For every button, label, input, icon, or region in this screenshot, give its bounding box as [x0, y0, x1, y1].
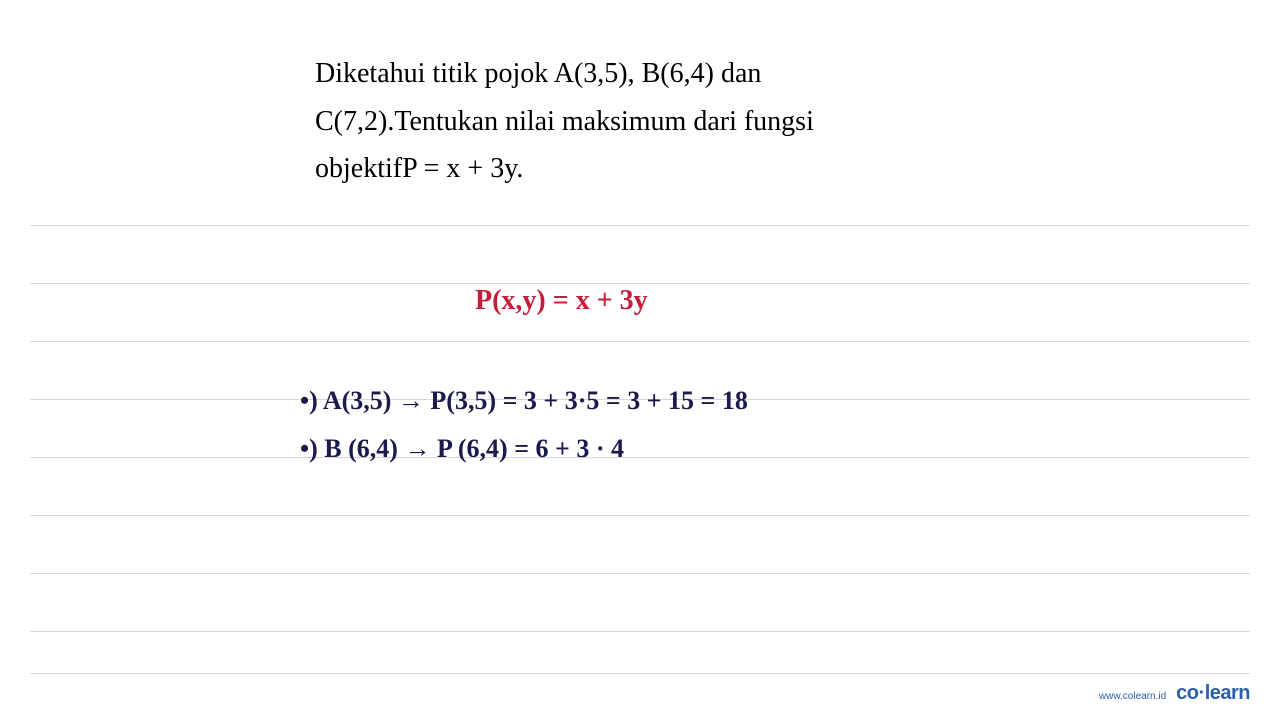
question-line-3: objektifP = x + 3y. — [315, 145, 1015, 193]
q-text-1b: A(3,5), B(6,4) dan — [554, 58, 762, 89]
point-b-label: B (6,4) — [324, 434, 398, 463]
point-a-work: P(3,5) = 3 + 3·5 = 3 + 15 = 18 — [430, 386, 747, 415]
q-text-3a: objektif — [315, 153, 402, 184]
question-block: Diketahui titik pojok A(3,5), B(6,4) dan… — [315, 50, 1015, 193]
ruled-line — [30, 631, 1250, 632]
bullet-icon: •) — [300, 386, 323, 415]
bullet-icon: •) — [300, 434, 324, 463]
question-line-1: Diketahui titik pojok A(3,5), B(6,4) dan — [315, 50, 1015, 98]
q-text-3b: P = x + 3y. — [402, 153, 523, 184]
logo-learn: learn — [1205, 682, 1250, 704]
q-text-2a: C(7,2). — [315, 106, 394, 137]
calculation-row-a: •) A(3,5) → P(3,5) = 3 + 3·5 = 3 + 15 = … — [300, 385, 748, 416]
calculation-row-b: •) B (6,4) → P (6,4) = 6 + 3 · 4 — [300, 433, 624, 464]
ruled-line — [30, 673, 1250, 674]
q-text-2b: Tentukan nilai maksimum dari fungsi — [394, 106, 814, 137]
point-a-label: A(3,5) — [323, 386, 392, 415]
arrow-icon: → — [404, 433, 430, 464]
ruled-line — [30, 457, 1250, 458]
ruled-line — [30, 573, 1250, 574]
footer: www.colearn.id co·learn — [1099, 682, 1250, 705]
arrow-icon: → — [398, 385, 424, 416]
footer-logo: co·learn — [1176, 682, 1250, 705]
ruled-line — [30, 225, 1250, 226]
point-b-work: P (6,4) = 6 + 3 · 4 — [437, 434, 624, 463]
footer-url: www.colearn.id — [1099, 691, 1166, 702]
objective-formula: P(x,y) = x + 3y — [475, 285, 648, 317]
q-text-1a: Diketahui titik pojok — [315, 58, 554, 89]
question-line-2: C(7,2).Tentukan nilai maksimum dari fung… — [315, 98, 1015, 146]
ruled-line — [30, 515, 1250, 516]
logo-co: co — [1176, 682, 1198, 704]
ruled-line — [30, 341, 1250, 342]
ruled-line — [30, 283, 1250, 284]
